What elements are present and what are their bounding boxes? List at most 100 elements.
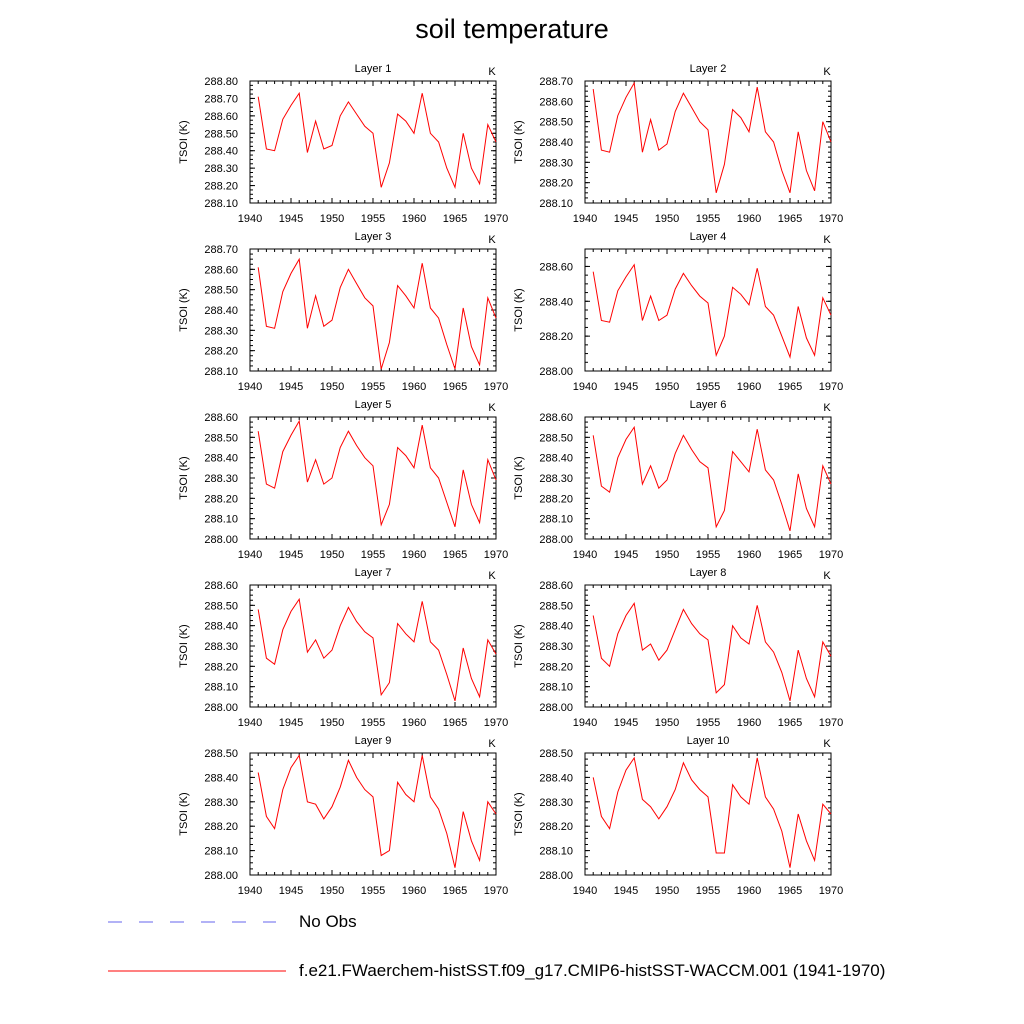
y-tick-label: 288.00 [204, 870, 238, 882]
y-tick-label: 288.50 [539, 748, 573, 760]
x-tick-label: 1970 [484, 381, 508, 393]
y-tick-label: 288.10 [204, 198, 238, 210]
panel-title: Layer 5 [355, 399, 392, 411]
x-tick-label: 1965 [778, 549, 802, 561]
panel-title: Layer 2 [690, 63, 727, 75]
plot-frame [584, 248, 832, 372]
x-tick-label: 1955 [361, 213, 385, 225]
x-tick-label: 1945 [614, 381, 638, 393]
y-axis-label: TSOI (K) [513, 624, 525, 667]
y-tick-label: 288.00 [204, 534, 238, 546]
y-tick-label: 288.10 [204, 682, 238, 694]
panel-title: Layer 3 [355, 231, 392, 243]
plot-frame [584, 416, 832, 540]
x-tick-label: 1955 [696, 549, 720, 561]
panel-unit: K [488, 402, 496, 414]
y-tick-label: 288.20 [539, 493, 573, 505]
y-tick-label: 288.40 [539, 137, 573, 149]
panel-unit: K [823, 234, 831, 246]
y-tick-label: 288.70 [204, 244, 238, 256]
x-tick-label: 1940 [238, 717, 262, 729]
x-tick-label: 1955 [696, 213, 720, 225]
x-tick-label: 1965 [778, 213, 802, 225]
x-tick-label: 1955 [361, 717, 385, 729]
y-axis-label: TSOI (K) [513, 456, 525, 499]
plot-frame [249, 752, 497, 876]
y-tick-label: 288.20 [539, 661, 573, 673]
panel-10: Layer 10 K 1940 1945 1950 1955 1960 1965 1970 288… [513, 735, 843, 897]
x-tick-label: 1960 [737, 717, 761, 729]
series-line [592, 756, 832, 868]
x-tick-label: 1960 [402, 885, 426, 897]
series-line [592, 81, 832, 193]
panel-2: Layer 2 K 1940 1945 1950 1955 1960 1965 1970 288.… [513, 63, 843, 225]
panel-title: Layer 8 [690, 567, 727, 579]
x-tick-label: 1940 [238, 213, 262, 225]
series-line [257, 597, 497, 702]
y-axis-label: TSOI (K) [513, 792, 525, 835]
y-tick-label: 288.10 [539, 514, 573, 526]
x-tick-label: 1940 [573, 213, 597, 225]
panel-unit: K [488, 738, 496, 750]
y-tick-label: 288.30 [539, 797, 573, 809]
x-tick-label: 1965 [778, 717, 802, 729]
x-tick-label: 1945 [279, 885, 303, 897]
y-tick-label: 288.50 [204, 285, 238, 297]
panel-6: Layer 6 K 1940 1945 1950 1955 1960 1965 1970 288.… [513, 399, 843, 561]
x-tick-label: 1965 [443, 885, 467, 897]
x-tick-label: 1960 [737, 885, 761, 897]
y-tick-label: 288.20 [539, 821, 573, 833]
y-tick-label: 288.20 [204, 493, 238, 505]
x-tick-label: 1960 [737, 213, 761, 225]
series-line [592, 601, 832, 702]
series-line [592, 425, 832, 532]
series-line [257, 419, 497, 527]
plot-frame [584, 584, 832, 708]
x-tick-label: 1940 [573, 549, 597, 561]
x-tick-label: 1945 [279, 549, 303, 561]
x-tick-label: 1950 [655, 885, 679, 897]
y-tick-label: 288.40 [204, 453, 238, 465]
panel-title: Layer 6 [690, 399, 727, 411]
x-tick-label: 1950 [655, 549, 679, 561]
y-tick-label: 288.10 [539, 198, 573, 210]
x-tick-label: 1955 [361, 549, 385, 561]
x-tick-label: 1940 [238, 885, 262, 897]
y-tick-label: 288.00 [539, 366, 573, 378]
y-tick-label: 288.20 [204, 821, 238, 833]
y-tick-label: 288.50 [204, 748, 238, 760]
y-tick-label: 288.20 [539, 331, 573, 343]
y-tick-label: 288.70 [204, 93, 238, 105]
y-tick-label: 288.30 [539, 157, 573, 169]
y-tick-label: 288.70 [539, 76, 573, 88]
panel-unit: K [823, 570, 831, 582]
y-tick-label: 288.60 [539, 96, 573, 108]
x-tick-label: 1945 [614, 717, 638, 729]
y-tick-label: 288.30 [204, 163, 238, 175]
x-tick-label: 1945 [614, 885, 638, 897]
y-tick-label: 288.50 [539, 432, 573, 444]
x-tick-label: 1965 [443, 549, 467, 561]
legend-label-no-obs: No Obs [299, 912, 357, 931]
panel-unit: K [488, 66, 496, 78]
y-tick-label: 288.30 [204, 473, 238, 485]
y-axis-label: TSOI (K) [178, 624, 190, 667]
y-tick-label: 288.60 [204, 580, 238, 592]
plot-frame [249, 416, 497, 540]
x-tick-label: 1960 [737, 381, 761, 393]
x-tick-label: 1950 [320, 717, 344, 729]
plot-frame [584, 80, 832, 204]
y-axis-label: TSOI (K) [178, 120, 190, 163]
y-tick-label: 288.50 [539, 600, 573, 612]
y-tick-label: 288.00 [204, 702, 238, 714]
x-tick-label: 1945 [279, 381, 303, 393]
y-tick-label: 288.30 [539, 473, 573, 485]
y-tick-label: 288.10 [204, 514, 238, 526]
panel-title: Layer 1 [355, 63, 392, 75]
y-tick-label: 288.60 [539, 580, 573, 592]
panel-1: Layer 1 K 1940 1945 1950 1955 1960 1965 1970 288.… [178, 63, 508, 225]
panel-unit: K [488, 570, 496, 582]
plot-frame [584, 752, 832, 876]
y-tick-label: 288.20 [539, 178, 573, 190]
